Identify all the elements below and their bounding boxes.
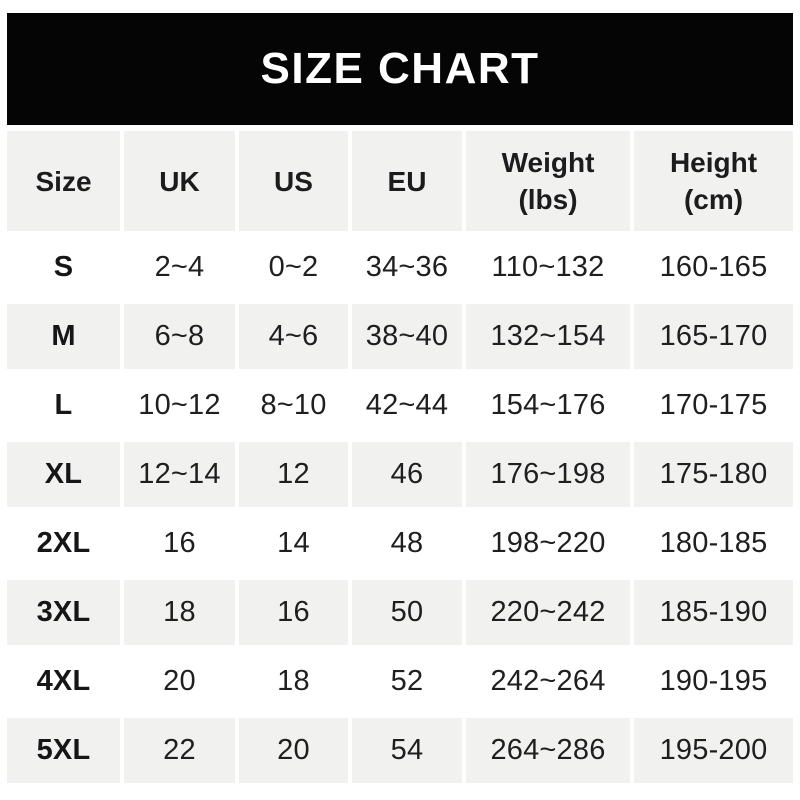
- col-header-unit: (lbs): [518, 184, 578, 215]
- col-header-height: Height (cm): [634, 131, 793, 231]
- cell-height: 190-195: [659, 665, 768, 697]
- table-row-xl: XL 12~14 12 46 176~198 175-180: [7, 442, 793, 507]
- cell-uk: 6~8: [124, 304, 235, 369]
- cell-height: 165-170: [634, 304, 793, 369]
- col-header-label: Size: [35, 165, 92, 197]
- col-header-unit: (cm): [683, 184, 744, 215]
- table-row-4xl: 4XL 20 18 52 242~264 190-195: [7, 649, 793, 714]
- cell-us: 16: [239, 580, 348, 645]
- cell-uk: 2~4: [154, 251, 205, 283]
- cell-us: 14: [277, 527, 310, 559]
- col-header-weight: Weight (lbs): [466, 131, 630, 231]
- cell-height: 195-200: [634, 718, 793, 783]
- cell-uk: 10~12: [138, 389, 221, 421]
- cell-weight: 176~198: [466, 442, 630, 507]
- cell-weight: 110~132: [491, 251, 605, 283]
- table-row-s: S 2~4 0~2 34~36 110~132 160-165: [7, 235, 793, 300]
- cell-uk: 22: [124, 718, 235, 783]
- col-header-us: US: [239, 131, 348, 231]
- col-header-uk: UK: [124, 131, 235, 231]
- cell-eu: 46: [352, 442, 462, 507]
- cell-height: 170-175: [659, 389, 768, 421]
- cell-us: 20: [239, 718, 348, 783]
- table-row-m: M 6~8 4~6 38~40 132~154 165-170: [7, 304, 793, 369]
- col-header-label: EU: [387, 165, 427, 197]
- cell-us: 0~2: [268, 251, 319, 283]
- cell-size: 5XL: [7, 718, 120, 783]
- col-header-label: Weight: [501, 147, 595, 178]
- table-header: Size UK US EU Weight (lbs) Height (cm): [7, 131, 793, 231]
- cell-weight: 198~220: [490, 527, 606, 559]
- col-header-eu: EU: [352, 131, 462, 231]
- table-row-3xl: 3XL 18 16 50 220~242 185-190: [7, 580, 793, 645]
- page-title: SIZE CHART: [260, 44, 540, 93]
- table-row-2xl: 2XL 16 14 48 198~220 180-185: [7, 511, 793, 576]
- cell-weight: 242~264: [490, 665, 606, 697]
- cell-eu: 54: [352, 718, 462, 783]
- header-row: Size UK US EU Weight (lbs) Height (cm): [7, 131, 793, 231]
- cell-eu: 38~40: [352, 304, 462, 369]
- cell-us: 8~10: [260, 389, 327, 421]
- cell-weight: 132~154: [466, 304, 630, 369]
- cell-height: 180-185: [659, 527, 768, 559]
- col-header-size: Size: [7, 131, 120, 231]
- cell-uk: 18: [124, 580, 235, 645]
- table-row-5xl: 5XL 22 20 54 264~286 195-200: [7, 718, 793, 783]
- cell-eu: 48: [390, 527, 424, 559]
- cell-size: S: [53, 251, 74, 283]
- cell-eu: 42~44: [365, 389, 449, 421]
- cell-us: 12: [239, 442, 348, 507]
- col-header-label: UK: [159, 165, 200, 197]
- title-banner: SIZE CHART: [7, 13, 793, 125]
- cell-eu: 52: [390, 665, 424, 697]
- cell-eu: 50: [352, 580, 462, 645]
- cell-uk: 16: [163, 527, 196, 559]
- table-body: S 2~4 0~2 34~36 110~132 160-165 M 6~8 4~…: [7, 235, 793, 783]
- cell-size: L: [54, 389, 73, 421]
- col-header-label: Height: [669, 147, 758, 178]
- table-row-l: L 10~12 8~10 42~44 154~176 170-175: [7, 373, 793, 438]
- cell-eu: 34~36: [365, 251, 449, 283]
- cell-height: 175-180: [634, 442, 793, 507]
- cell-size: 3XL: [7, 580, 120, 645]
- cell-us: 18: [277, 665, 310, 697]
- cell-size: M: [7, 304, 120, 369]
- cell-us: 4~6: [239, 304, 348, 369]
- cell-uk: 20: [163, 665, 196, 697]
- cell-size: 2XL: [36, 527, 91, 559]
- cell-height: 160-165: [659, 251, 768, 283]
- col-header-label: US: [274, 165, 313, 197]
- cell-size: 4XL: [36, 665, 91, 697]
- cell-weight: 154~176: [490, 389, 606, 421]
- cell-weight: 264~286: [466, 718, 630, 783]
- cell-weight: 220~242: [466, 580, 630, 645]
- size-chart-table: Size UK US EU Weight (lbs) Height (cm): [3, 127, 797, 787]
- cell-height: 185-190: [634, 580, 793, 645]
- cell-uk: 12~14: [124, 442, 235, 507]
- cell-size: XL: [7, 442, 120, 507]
